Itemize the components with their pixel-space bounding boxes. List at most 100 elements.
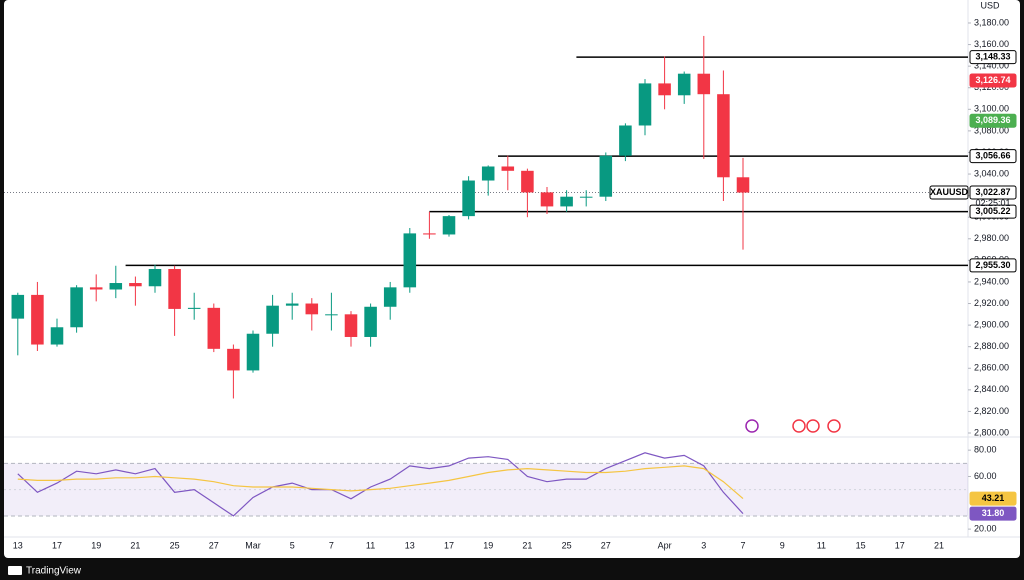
countdown: 02:25:01 [975, 198, 1010, 208]
x-tick-label: 7 [329, 540, 334, 550]
x-tick-label: 25 [562, 540, 572, 550]
y-tick-label: 2,800.00 [974, 427, 1009, 437]
rsi-tag: 43.21 [982, 493, 1005, 503]
y-tick-label: 2,920.00 [974, 298, 1009, 308]
y-tick-label: 2,900.00 [974, 319, 1009, 329]
candle-body [423, 233, 436, 235]
y-tick-label: 3,100.00 [974, 104, 1009, 114]
indicator-tag-bg [969, 73, 1017, 88]
event-icons [745, 419, 841, 433]
candle-body [31, 294, 44, 345]
currency: USD [980, 0, 1000, 10]
candle-body [383, 287, 397, 307]
candle-body [344, 314, 358, 337]
y-tick-label: 3,140.00 [974, 61, 1009, 71]
x-tick-label: 15 [856, 540, 866, 550]
candle-body [442, 216, 456, 235]
level-tag-bg [969, 149, 1017, 164]
candle-body [697, 73, 711, 95]
candle-body [736, 177, 750, 193]
level-tag-bg [969, 50, 1017, 65]
rsi-line [17, 465, 744, 500]
x-tick-label: 27 [601, 540, 611, 550]
candle-body [305, 303, 319, 315]
level-tag-bg [969, 258, 1017, 273]
level-tag-bg [969, 204, 1017, 219]
candle-body [207, 307, 221, 349]
x-tick-label: 11 [366, 540, 375, 550]
candle-body [109, 283, 123, 290]
x-tick-label: Apr [658, 540, 672, 550]
x-tick-label: 25 [170, 540, 180, 550]
candle-body [638, 83, 652, 126]
last-price-tag: 3,022.87 [975, 187, 1010, 197]
x-tick-label: 19 [483, 540, 493, 550]
x-tick-label: 13 [13, 540, 23, 550]
x-tick-label: 19 [91, 540, 101, 550]
y-tick-label: 20.00 [974, 523, 997, 533]
indicator-tag: 3,089.36 [975, 115, 1010, 125]
rsi-tag: 31.80 [982, 508, 1005, 518]
y-tick-label: 2,880.00 [974, 341, 1009, 351]
y-tick-label: 3,160.00 [974, 39, 1009, 49]
x-tick-label: 3 [701, 540, 706, 550]
candle-body [599, 155, 613, 197]
candle-body [246, 333, 260, 371]
x-tick-label: Mar [245, 540, 261, 550]
candle-body [677, 73, 691, 96]
x-tick-label: 17 [444, 540, 454, 550]
candle-body [187, 307, 201, 309]
x-tick-label: 13 [405, 540, 415, 550]
x-tick-label: 17 [895, 540, 905, 550]
rsi-tag-bg [969, 491, 1017, 506]
y-tick-label: 2,940.00 [974, 276, 1009, 286]
y-tick-label: 60.00 [974, 471, 997, 481]
x-tick-label: 21 [934, 540, 944, 550]
y-tick-label: 2,820.00 [974, 406, 1009, 416]
candle-body [11, 294, 25, 319]
candle-body [501, 166, 515, 171]
candle-body [364, 306, 377, 337]
candle-body [89, 287, 103, 290]
symbol-tag-bg [929, 185, 969, 200]
y-tick-label: 3,040.00 [974, 168, 1009, 178]
symbol-tag: XAUUSD [930, 187, 969, 197]
candle-body [579, 196, 593, 198]
logo [8, 566, 22, 575]
chart-bg [4, 0, 1020, 558]
rsi-tag-bg [969, 506, 1017, 521]
candle-body [266, 305, 279, 334]
footer-brand: TradingView [26, 566, 82, 577]
rsi-line [17, 452, 744, 517]
y-tick-label: 2,980.00 [974, 233, 1009, 243]
x-tick-label: 5 [290, 540, 295, 550]
candle-body [462, 180, 475, 217]
last-price-tag-bg [969, 185, 1017, 200]
candle-body [403, 233, 417, 288]
indicator-tag-bg [969, 113, 1017, 128]
x-tick-label: 21 [522, 540, 532, 550]
candle-body [560, 196, 573, 207]
candle-body [521, 170, 534, 193]
y-tick-label: 3,180.00 [974, 17, 1009, 27]
x-tick-label: 21 [130, 540, 140, 550]
x-tick-label: 17 [52, 540, 62, 550]
indicator-tag: 3,126.74 [975, 75, 1010, 85]
level-tag: 3,056.66 [975, 150, 1010, 160]
level-tag: 3,005.22 [975, 206, 1010, 216]
x-tick-label: 11 [817, 540, 826, 550]
y-tick-label: 3,080.00 [974, 125, 1009, 135]
candle-body [285, 303, 299, 306]
candle-body [129, 283, 142, 287]
candle-body [70, 287, 83, 328]
x-tick-label: 27 [209, 540, 219, 550]
footer-bar [0, 560, 1024, 580]
candle-body [658, 83, 671, 96]
candle-body [325, 314, 338, 316]
y-tick-label: 80.00 [974, 445, 997, 455]
candle-body [619, 125, 632, 156]
candle-body [50, 327, 64, 345]
x-tick-label: 7 [740, 540, 745, 550]
